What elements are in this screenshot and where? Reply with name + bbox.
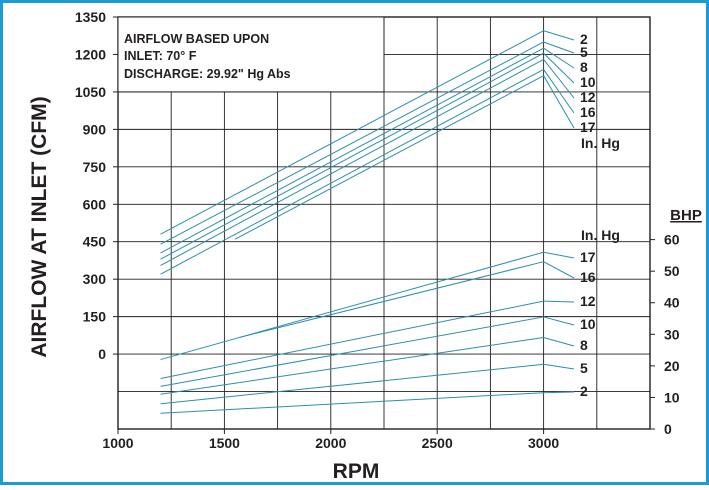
- annotation-line-3: DISCHARGE: 29.92" Hg Abs: [124, 67, 291, 81]
- y2-tick-label: 0: [664, 421, 672, 437]
- y-tick-label: 600: [83, 196, 107, 212]
- y2-tick-label: 10: [664, 389, 680, 405]
- x-tick-label: 1500: [209, 435, 240, 451]
- y-tick-label: 1050: [75, 84, 106, 100]
- x-tick-label: 2000: [315, 435, 346, 451]
- airflow-label-16: 16: [580, 104, 596, 120]
- bhp-unit-label: In. Hg: [581, 227, 620, 243]
- y2-tick-label: 20: [664, 358, 680, 374]
- x-axis-title: RPM: [333, 460, 380, 483]
- bhp-leader-2: [544, 392, 574, 393]
- y-tick-label: 750: [83, 159, 107, 175]
- y2-tick-label: 50: [664, 263, 680, 279]
- y2-axis-title: BHP: [670, 207, 702, 224]
- airflow-label-10: 10: [580, 74, 596, 90]
- bhp-label-8: 8: [580, 337, 588, 353]
- airflow-label-17: 17: [580, 119, 596, 135]
- bhp-label-5: 5: [580, 360, 588, 376]
- airflow-label-12: 12: [580, 89, 596, 105]
- y-tick-label: 300: [83, 271, 107, 287]
- y-tick-label: 0: [98, 346, 106, 362]
- bhp-label-17: 17: [580, 249, 596, 265]
- x-tick-label: 3000: [528, 435, 559, 451]
- bhp-label-16: 16: [580, 269, 596, 285]
- y-tick-label: 150: [83, 309, 107, 325]
- y2-tick-label: 60: [664, 232, 680, 248]
- airflow-unit-label: In. Hg: [581, 135, 620, 151]
- y-tick-label: 450: [83, 234, 107, 250]
- annotation-line-2: INLET: 70° F: [124, 49, 197, 63]
- y-tick-label: 1200: [75, 46, 106, 62]
- airflow-label-8: 8: [580, 59, 588, 75]
- bhp-label-10: 10: [580, 316, 596, 332]
- y-axis-title: AIRFLOW AT INLET (CFM): [28, 96, 51, 357]
- x-tick-label: 1000: [102, 435, 133, 451]
- x-tick-label: 2500: [422, 435, 453, 451]
- y2-tick-label: 30: [664, 326, 680, 342]
- bhp-label-12: 12: [580, 293, 596, 309]
- y-tick-label: 900: [83, 121, 107, 137]
- airflow-label-5: 5: [580, 44, 588, 60]
- y2-tick-label: 40: [664, 295, 680, 311]
- y-tick-label: 1350: [75, 9, 106, 25]
- bhp-label-2: 2: [580, 383, 588, 399]
- annotation-line-1: AIRFLOW BASED UPON: [124, 32, 269, 46]
